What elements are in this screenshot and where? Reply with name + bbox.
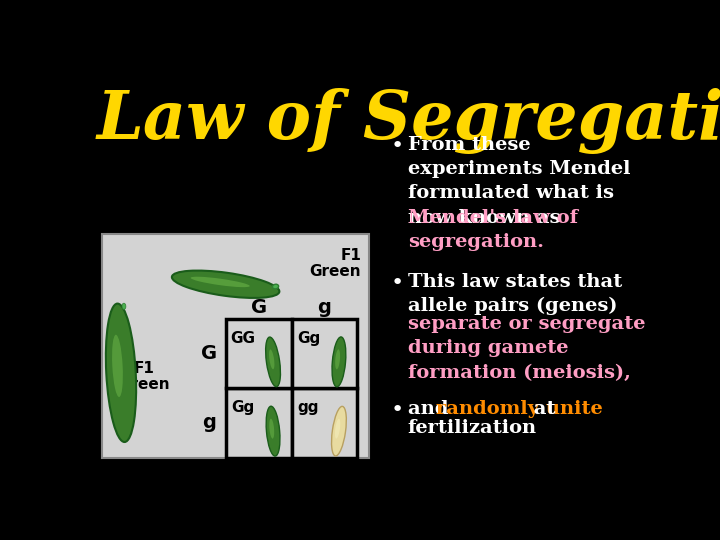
Text: •: • <box>391 400 404 420</box>
Text: •: • <box>391 136 404 156</box>
Text: at: at <box>527 400 556 418</box>
Ellipse shape <box>266 406 280 456</box>
Text: G: G <box>251 298 266 317</box>
Text: g: g <box>318 298 331 317</box>
Ellipse shape <box>266 337 281 387</box>
Ellipse shape <box>269 418 274 438</box>
Ellipse shape <box>122 303 126 309</box>
Text: separate or segregate
during gamete
formation (meiosis),: separate or segregate during gamete form… <box>408 315 645 382</box>
Text: F1: F1 <box>134 361 155 376</box>
Ellipse shape <box>112 335 123 397</box>
Text: g: g <box>202 413 215 433</box>
Text: This law states that
allele pairs (genes): This law states that allele pairs (genes… <box>408 273 622 315</box>
Text: Gg: Gg <box>231 400 254 415</box>
Ellipse shape <box>106 303 136 442</box>
Bar <box>292 319 357 388</box>
Text: gg: gg <box>298 400 319 415</box>
Text: GG: GG <box>230 331 255 346</box>
Text: randomly unite: randomly unite <box>436 400 603 418</box>
Ellipse shape <box>331 407 346 456</box>
Text: From these
experiments Mendel
formulated what is
now known as: From these experiments Mendel formulated… <box>408 136 630 227</box>
Bar <box>102 234 369 457</box>
Ellipse shape <box>335 349 340 369</box>
Text: F1: F1 <box>341 248 361 264</box>
Bar <box>292 388 357 457</box>
Ellipse shape <box>172 271 279 298</box>
Ellipse shape <box>269 349 274 369</box>
Text: fertilization: fertilization <box>408 419 537 437</box>
Ellipse shape <box>191 276 250 287</box>
Text: Green: Green <box>118 377 170 392</box>
Ellipse shape <box>335 418 341 438</box>
Text: and: and <box>408 400 455 418</box>
Ellipse shape <box>332 337 346 387</box>
Text: Law of Segregation:: Law of Segregation: <box>96 88 720 154</box>
Text: G: G <box>200 344 217 363</box>
Bar <box>225 388 292 457</box>
Bar <box>225 319 292 388</box>
Text: Mendel's law of
segregation.: Mendel's law of segregation. <box>408 209 577 251</box>
Text: Gg: Gg <box>297 331 320 346</box>
Text: Green: Green <box>310 264 361 279</box>
Ellipse shape <box>272 284 279 289</box>
Text: •: • <box>391 273 404 293</box>
